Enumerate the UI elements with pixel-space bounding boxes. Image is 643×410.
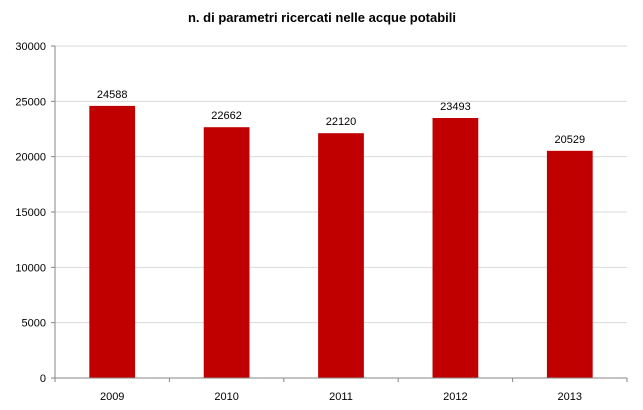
data-label-2010: 22662 xyxy=(211,110,242,122)
bars xyxy=(89,105,593,379)
bar-2010 xyxy=(203,127,250,378)
y-tick-label: 5000 xyxy=(22,318,46,330)
y-tick-label: 15000 xyxy=(15,207,46,219)
x-axis-ticks: 2009 2010 2011 2012 2013 xyxy=(54,378,628,403)
data-labels: 24588 22662 22120 23493 20529 xyxy=(97,89,585,146)
y-tick-label: 0 xyxy=(40,373,46,385)
data-label-2011: 22120 xyxy=(326,116,357,128)
data-label-2009: 24588 xyxy=(97,89,128,101)
y-axis-ticks: 0 5000 10000 15000 20000 25000 30000 xyxy=(15,41,55,385)
y-tick-label: 25000 xyxy=(15,96,46,108)
x-tick-label-2009: 2009 xyxy=(100,391,124,403)
bar-2012 xyxy=(432,118,479,378)
bar-2013 xyxy=(546,150,593,378)
data-label-2012: 23493 xyxy=(440,101,471,113)
bar-2011 xyxy=(318,133,364,378)
x-tick-label-2012: 2012 xyxy=(443,391,467,403)
x-tick-label-2010: 2010 xyxy=(214,391,238,403)
x-tick-label-2011: 2011 xyxy=(329,391,353,403)
y-tick-label: 10000 xyxy=(15,262,46,274)
chart-title: n. di parametri ricercati nelle acque po… xyxy=(188,10,456,25)
bar-2009 xyxy=(89,105,136,379)
data-label-2013: 20529 xyxy=(555,134,586,146)
y-tick-label: 30000 xyxy=(15,41,46,53)
x-tick-label-2013: 2013 xyxy=(558,391,582,403)
y-tick-label: 20000 xyxy=(15,152,46,164)
